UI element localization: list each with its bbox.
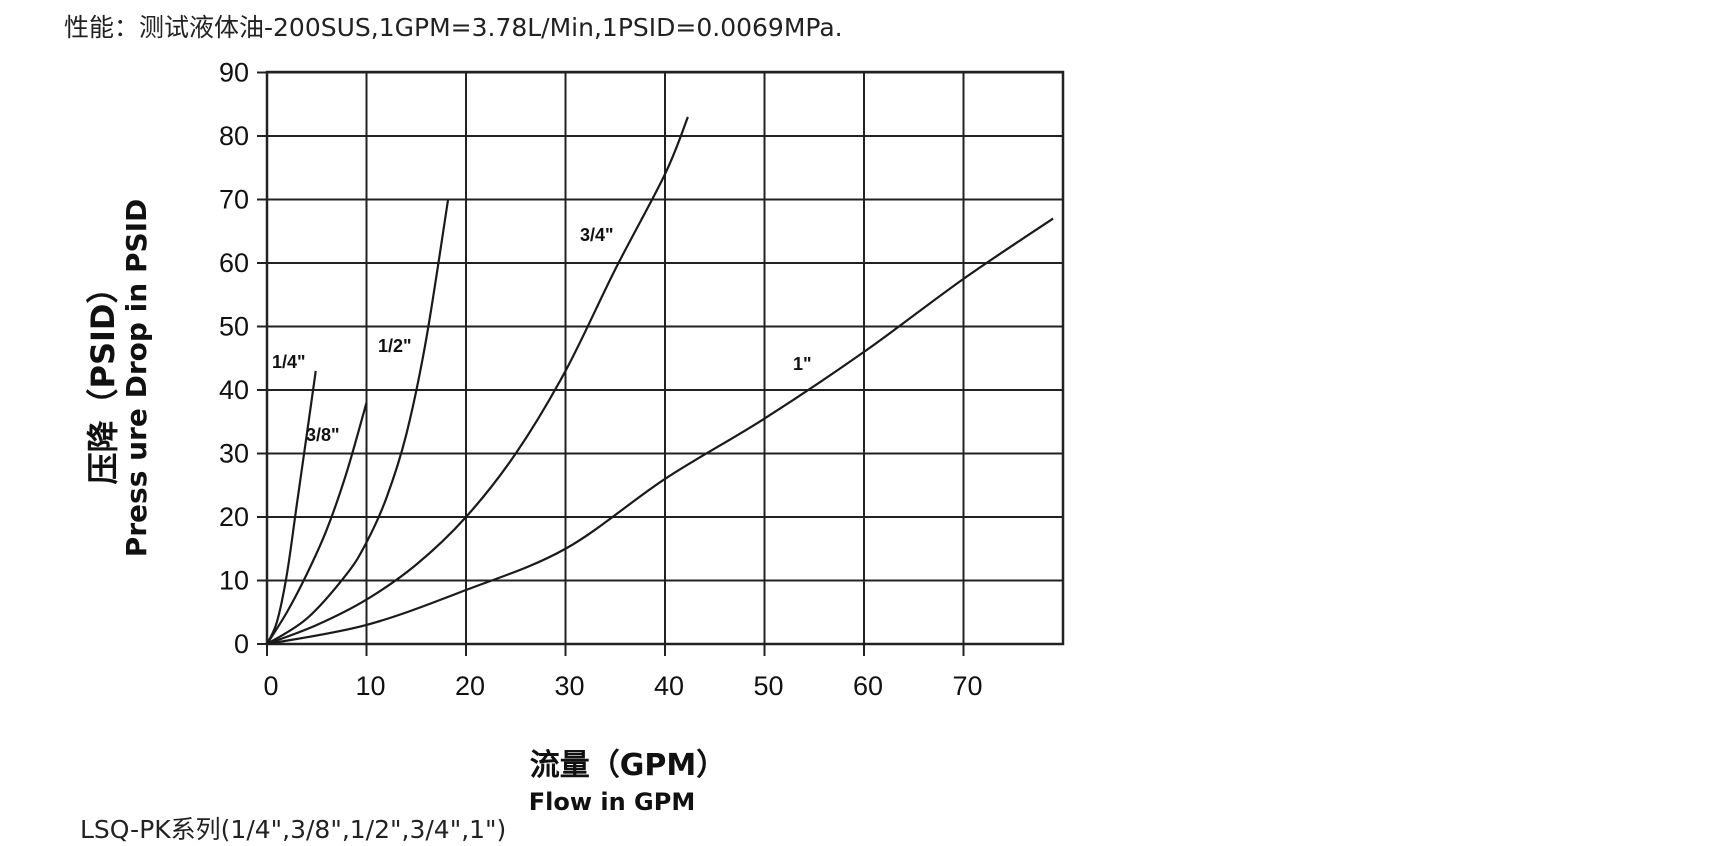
y-tick-label: 70 bbox=[219, 185, 249, 215]
y-tick-label: 20 bbox=[219, 502, 249, 532]
x-tick-label: 30 bbox=[554, 671, 584, 701]
series-line-1-2 bbox=[266, 199, 450, 645]
x-tick-label: 0 bbox=[263, 671, 278, 701]
x-tick-label: 20 bbox=[455, 671, 485, 701]
y-tick-label: 50 bbox=[219, 312, 249, 342]
x-axis-subtitle: Flow in GPM bbox=[529, 788, 695, 816]
series-line-1-4 bbox=[265, 370, 317, 645]
series-curves bbox=[265, 116, 1054, 646]
y-axis-subtitle: Press ure Drop in PSID bbox=[120, 199, 153, 558]
y-tick-label: 0 bbox=[234, 629, 249, 659]
x-tick-label: 60 bbox=[853, 671, 883, 701]
series-line-3-8 bbox=[266, 402, 368, 645]
series-label-1: 1" bbox=[793, 354, 812, 374]
series-line-3-4 bbox=[266, 116, 689, 646]
x-tick-label: 40 bbox=[654, 671, 684, 701]
y-tick-label: 60 bbox=[219, 248, 249, 278]
y-tick-label: 80 bbox=[219, 121, 249, 151]
grid bbox=[257, 70, 1065, 656]
series-labels: 1/4" 3/8" 1/2" 3/4" 1" bbox=[272, 225, 812, 445]
tick-labels: 0 10 20 30 40 50 60 70 80 90 0 10 20 30 40 50 60 70 bbox=[219, 58, 983, 702]
model-series-caption: LSQ-PK系列(1/4",3/8",1/2",3/4",1") bbox=[80, 815, 507, 844]
series-label-1-4: 1/4" bbox=[272, 352, 306, 372]
y-tick-label: 30 bbox=[219, 439, 249, 469]
x-tick-label: 50 bbox=[753, 671, 783, 701]
series-label-1-2: 1/2" bbox=[378, 336, 412, 356]
x-axis-title: 流量（GPM） bbox=[530, 748, 726, 783]
series-label-3-4: 3/4" bbox=[580, 225, 614, 245]
series-line-1 bbox=[266, 217, 1054, 646]
y-axis-title: 压降（PSID） bbox=[84, 272, 122, 485]
y-tick-label: 10 bbox=[219, 566, 249, 596]
y-tick-label: 90 bbox=[219, 58, 249, 88]
x-tick-label: 10 bbox=[355, 671, 385, 701]
performance-note: 性能：测试液体油-200SUS,1GPM=3.78L/Min,1PSID=0.0… bbox=[64, 13, 843, 42]
series-label-3-8: 3/8" bbox=[306, 425, 340, 445]
y-tick-label: 40 bbox=[219, 375, 249, 405]
x-tick-label: 70 bbox=[952, 671, 982, 701]
